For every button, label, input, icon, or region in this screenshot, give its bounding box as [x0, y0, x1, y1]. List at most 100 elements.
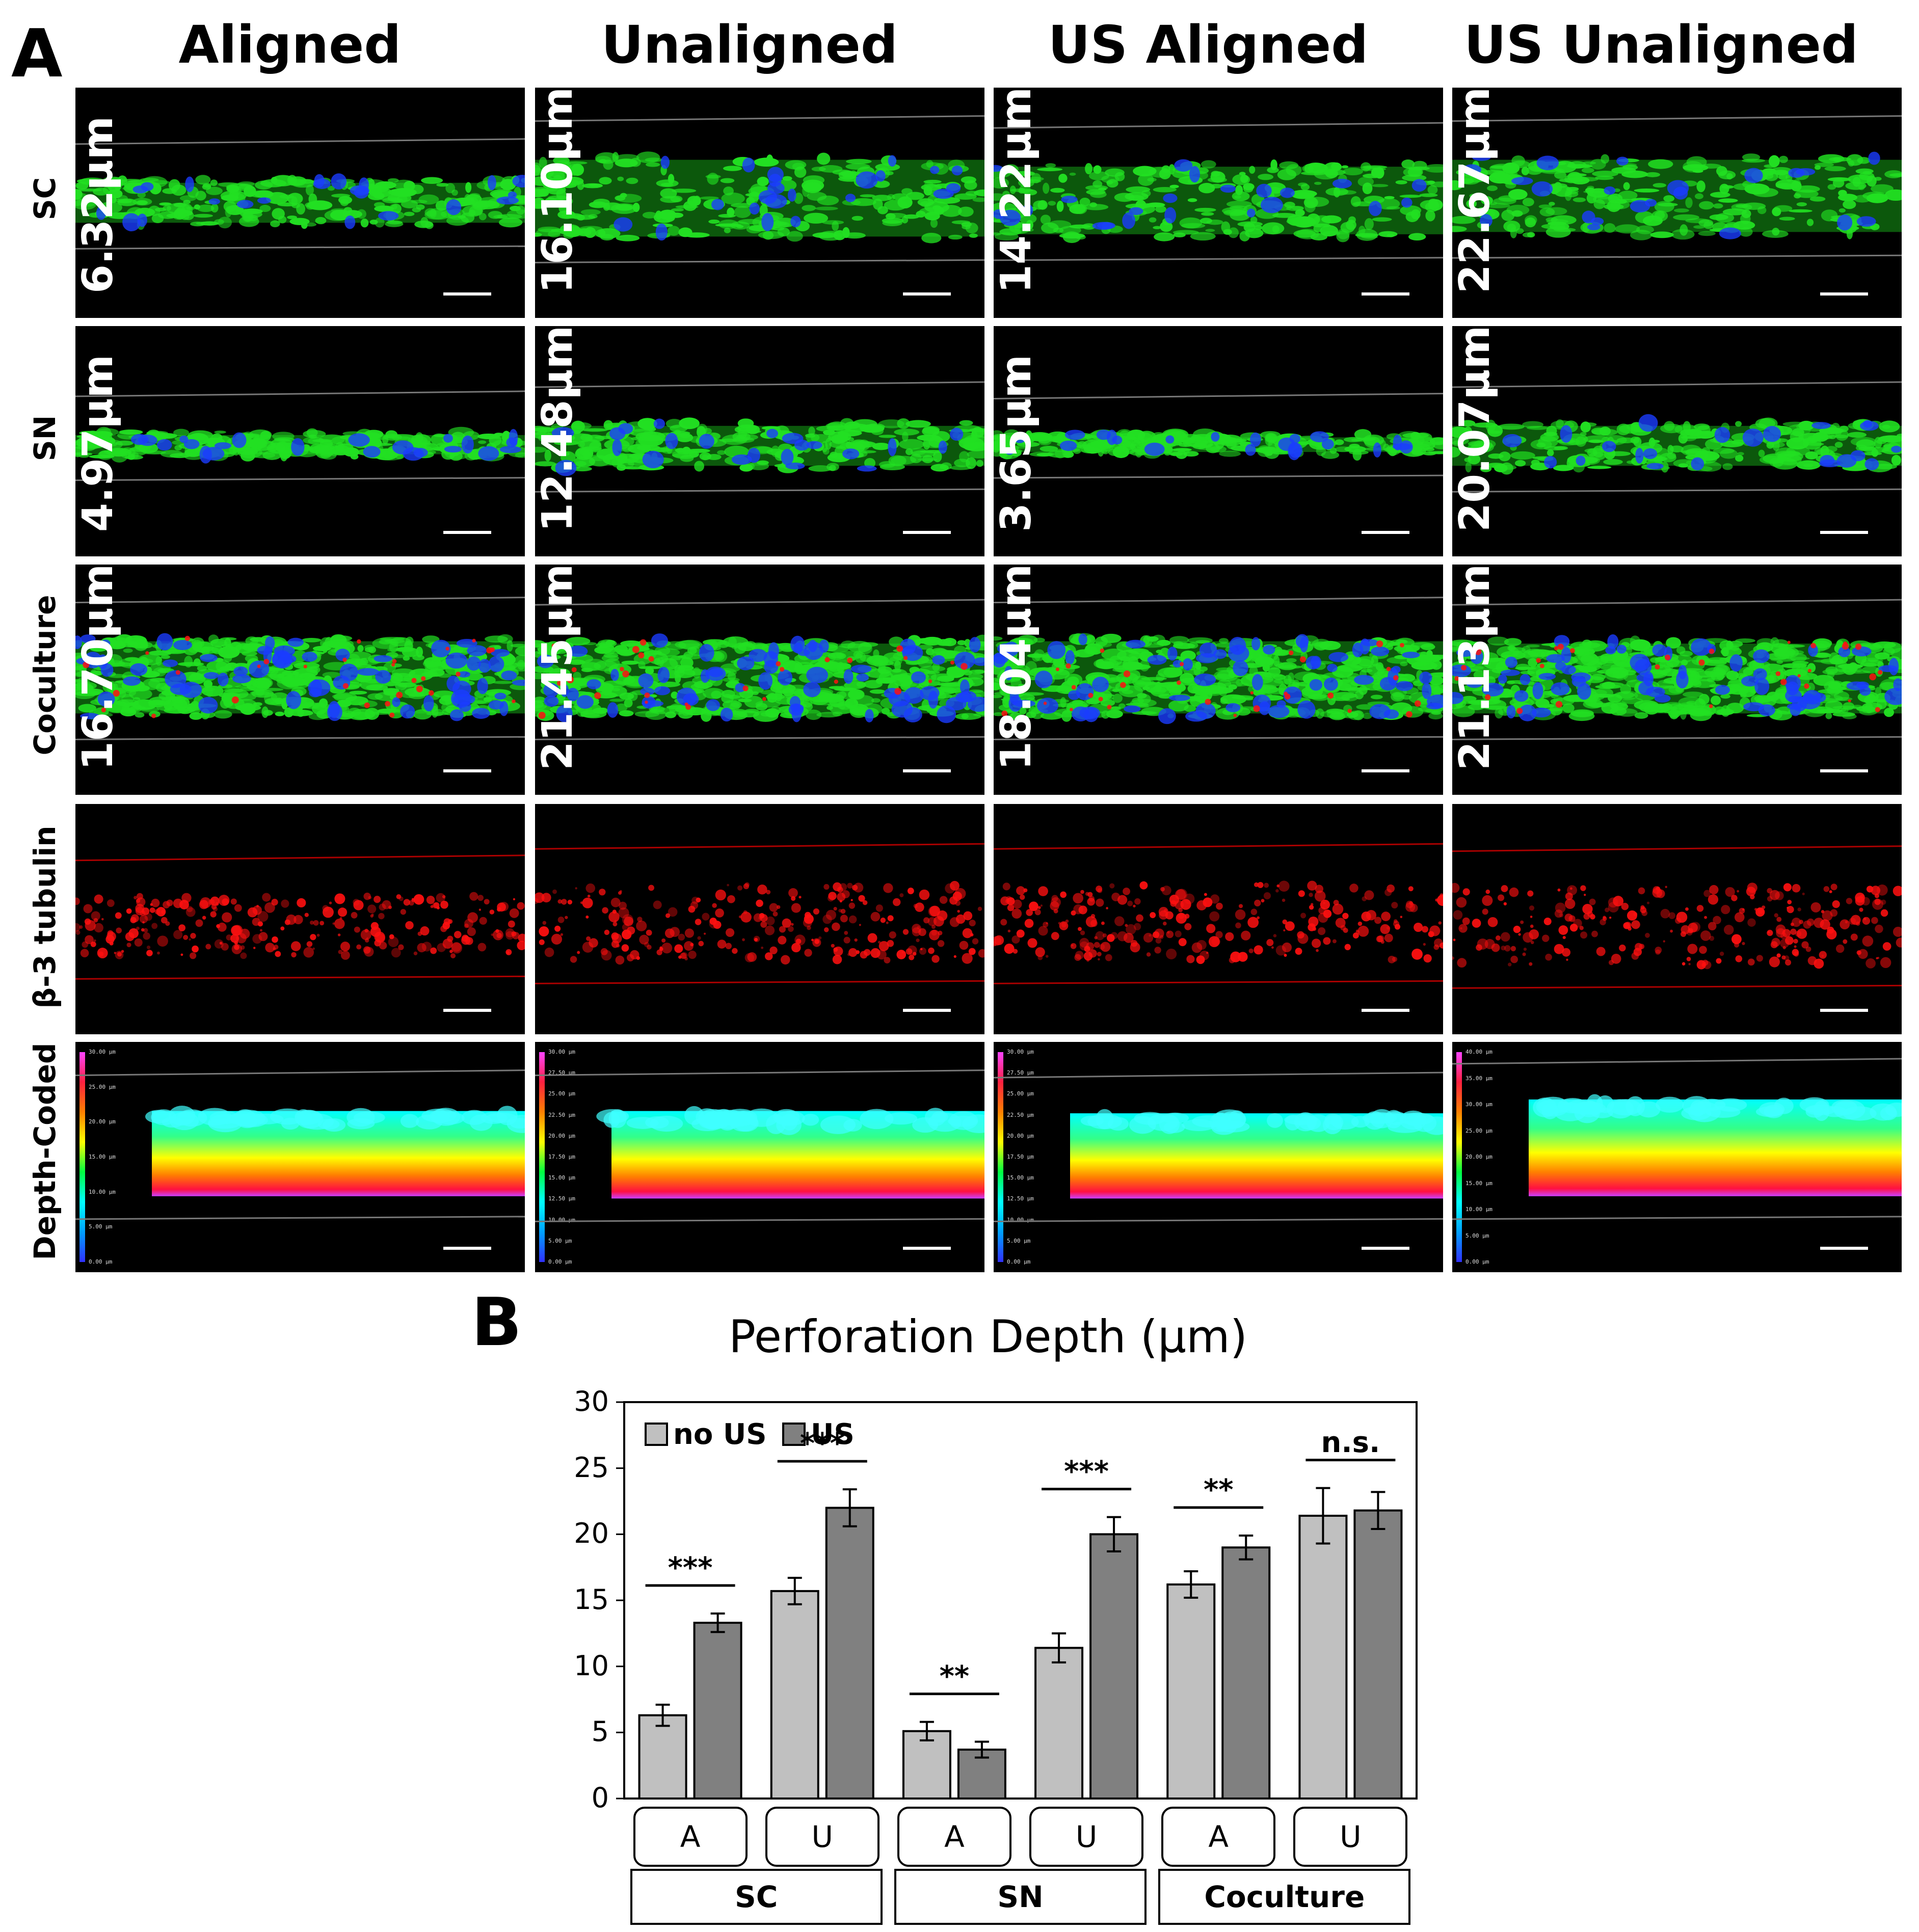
colorbar-tick-label: 20.00 μm — [1465, 1153, 1492, 1160]
scale-bar — [443, 769, 491, 772]
image-tile-sc-us-unaligned: 22.67μm — [1452, 88, 1902, 318]
colorbar-tick-label: 17.50 μm — [548, 1153, 575, 1160]
tile-image — [994, 1071, 1443, 1222]
tile-image — [994, 122, 1443, 261]
column-title-aligned: Aligned — [178, 15, 402, 75]
colorbar-tick-label: 17.50 μm — [1007, 1153, 1034, 1160]
y-tick-label: 10 — [574, 1649, 609, 1682]
image-tile-tubulin-us-aligned — [994, 804, 1443, 1034]
bar-us-5 — [1353, 1509, 1403, 1800]
image-tile-sn-us-aligned: 3.65μm — [994, 326, 1443, 556]
colorbar-tick-label: 27.50 μm — [1007, 1069, 1034, 1077]
group-label: SN — [894, 1869, 1147, 1925]
colorbar-tick-label: 20.00 μm — [1007, 1132, 1034, 1139]
colorbar-tick-label: 12.50 μm — [548, 1195, 575, 1202]
scale-bar — [903, 292, 951, 296]
image-tile-sc-us-aligned: 14.22μm — [994, 88, 1443, 318]
depth-colorbar — [998, 1052, 1003, 1262]
image-tile-coculture-aligned: 16.70μm — [75, 565, 525, 795]
scale-bar — [1362, 1009, 1409, 1012]
scale-bar — [1362, 1247, 1409, 1250]
tile-image — [535, 115, 984, 263]
image-tile-coculture-us-unaligned: 21.13μm — [1452, 565, 1902, 795]
bar-no-us-5 — [1298, 1515, 1348, 1800]
bar-us-4 — [1221, 1546, 1271, 1800]
colorbar-tick-label: 22.50 μm — [548, 1111, 575, 1118]
image-tile-sc-aligned: 6.32μm — [75, 88, 525, 318]
colorbar-tick-label: 25.00 μm — [89, 1083, 116, 1090]
colorbar-tick-label: 0.00 μm — [89, 1258, 113, 1265]
column-title-us-unaligned: US Unaligned — [1464, 15, 1858, 75]
tile-image — [535, 381, 984, 493]
colorbar-tick-label: 35.00 μm — [1465, 1075, 1492, 1082]
tile-image — [75, 138, 525, 250]
group-label: Coculture — [1158, 1869, 1411, 1925]
tile-image — [994, 843, 1443, 984]
colorbar-tick-label: 15.00 μm — [1465, 1179, 1492, 1187]
image-tile-coculture-us-aligned: 18.04μm — [994, 565, 1443, 795]
image-tile-tubulin-unaligned — [535, 804, 984, 1034]
scale-bar — [443, 1009, 491, 1012]
significance-label: *** — [668, 1551, 713, 1585]
category-label: U — [1293, 1807, 1408, 1867]
colorbar-tick-label: 25.00 μm — [1007, 1090, 1034, 1097]
colorbar-tick-label: 15.00 μm — [89, 1153, 116, 1160]
tile-image — [75, 1069, 525, 1220]
image-tile-sn-us-unaligned: 20.07μm — [1452, 326, 1902, 556]
scale-bar — [1820, 1009, 1868, 1012]
tile-image — [994, 392, 1443, 479]
y-tick-label: 15 — [574, 1584, 609, 1616]
scale-bar — [903, 769, 951, 772]
colorbar-tick-label: 12.50 μm — [1007, 1195, 1034, 1202]
bar-us-1 — [825, 1507, 874, 1800]
scale-bar — [1820, 769, 1868, 772]
significance-label: n.s. — [1321, 1426, 1380, 1459]
depth-colorbar — [79, 1052, 85, 1262]
colorbar-tick-label: 0.00 μm — [1007, 1258, 1031, 1265]
scale-bar — [903, 531, 951, 534]
colorbar-tick-label: 40.00 μm — [1465, 1049, 1492, 1055]
tile-image — [1452, 599, 1902, 740]
scale-bar — [443, 292, 491, 296]
image-tile-sn-unaligned: 12.48μm — [535, 326, 984, 556]
colorbar-tick-label: 15.00 μm — [1007, 1174, 1034, 1182]
bar-no-us-1 — [770, 1590, 819, 1800]
colorbar-tick-label: 30.00 μm — [89, 1049, 116, 1055]
colorbar-tick-label: 20.00 μm — [548, 1132, 575, 1139]
colorbar-tick-label: 5.00 μm — [1007, 1237, 1031, 1244]
scale-bar — [1362, 769, 1409, 772]
scale-bar — [1820, 531, 1868, 534]
depth-colorbar — [1456, 1052, 1462, 1262]
chart-title: Perforation Depth (μm) — [729, 1310, 1248, 1363]
bar-no-us-4 — [1166, 1583, 1216, 1800]
image-tile-depth-aligned: 30.00 μm 25.00 μm 20.00 μm 15.00 μm 10.00 μm… — [75, 1042, 525, 1272]
colorbar-tick-label: 0.00 μm — [1465, 1258, 1489, 1265]
depth-colorbar — [539, 1052, 545, 1262]
tile-image — [1452, 381, 1902, 493]
colorbar-tick-label: 25.00 μm — [548, 1090, 575, 1097]
scale-bar — [1362, 292, 1409, 296]
tile-image — [75, 390, 525, 481]
colorbar-tick-label: 15.00 μm — [548, 1174, 575, 1182]
bar-no-us-3 — [1034, 1647, 1084, 1800]
legend-swatch — [645, 1423, 668, 1446]
scale-bar — [443, 531, 491, 534]
colorbar-tick-label: 10.00 μm — [89, 1188, 116, 1195]
colorbar-tick-label: 22.50 μm — [1007, 1111, 1034, 1118]
significance-label: ** — [1203, 1473, 1234, 1507]
image-tile-depth-us-unaligned: 40.00 μm 35.00 μm 30.00 μm 25.00 μm 20.00 μm… — [1452, 1042, 1902, 1272]
category-label: U — [765, 1807, 879, 1867]
bar-no-us-0 — [638, 1714, 687, 1800]
colorbar-tick-label: 0.00 μm — [548, 1258, 572, 1265]
tile-image — [75, 854, 525, 980]
tile-image — [994, 597, 1443, 740]
tile-image — [1452, 1058, 1902, 1220]
legend-label: no US — [673, 1418, 767, 1451]
image-tile-sc-unaligned: 16.10μm — [535, 88, 984, 318]
scale-bar — [1820, 292, 1868, 296]
significance-label: *** — [1064, 1455, 1109, 1488]
scale-bar — [443, 1247, 491, 1250]
scale-bar — [903, 1247, 951, 1250]
bar-no-us-2 — [902, 1730, 951, 1800]
